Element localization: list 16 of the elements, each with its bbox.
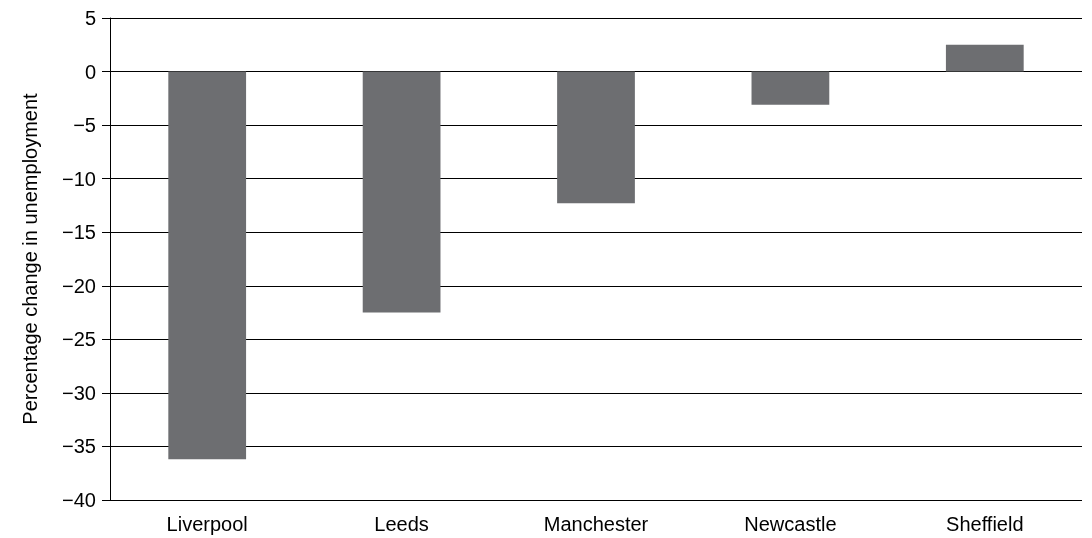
y-tick-label: −25 bbox=[62, 328, 96, 351]
y-tick-label: 0 bbox=[84, 60, 96, 83]
y-tick-label: 5 bbox=[84, 7, 96, 29]
x-tick-label: Newcastle bbox=[744, 513, 837, 535]
y-tick-label: −30 bbox=[62, 381, 96, 404]
x-tick-label: Leeds bbox=[374, 513, 429, 535]
y-tick-label: −15 bbox=[62, 221, 96, 244]
y-tick-label: −35 bbox=[62, 435, 96, 458]
y-tick-label: −20 bbox=[62, 274, 96, 297]
x-tick-label: Sheffield bbox=[946, 513, 1024, 535]
y-axis-title: Percentage change in unemployment bbox=[19, 92, 41, 425]
x-tick-label: Manchester bbox=[543, 513, 649, 535]
y-tick-label: −10 bbox=[62, 167, 96, 190]
y-tick-label: −5 bbox=[73, 114, 96, 137]
y-tick-label: −40 bbox=[62, 489, 96, 511]
x-tick-label: Liverpool bbox=[166, 513, 248, 535]
